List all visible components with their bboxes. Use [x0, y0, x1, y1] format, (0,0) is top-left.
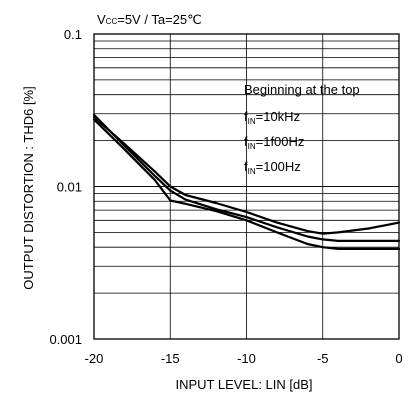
y-tick-label: 0.001 — [49, 332, 82, 347]
annotation-entry-3: fIN=100Hz — [244, 159, 301, 176]
plot-frame — [93, 33, 400, 340]
y-axis-label: OUTPUT DISTORTION : THD6 [%] — [21, 86, 36, 289]
series-line-2 — [92, 113, 401, 242]
annotation-entry-2: fIN=1f00Hz — [244, 134, 304, 151]
x-tick-label: 0 — [395, 351, 402, 366]
series — [92, 113, 401, 250]
series-line-3 — [92, 118, 401, 250]
series-line-1 — [92, 115, 401, 235]
x-tick-label: -10 — [237, 351, 256, 366]
legend-annotation: Beginning at the top fIN=10kHz fIN=1f00H… — [244, 82, 360, 176]
grid — [93, 33, 400, 340]
x-tick-label: -20 — [85, 351, 104, 366]
x-axis-label: INPUT LEVEL: LIN [dB] — [175, 377, 312, 392]
y-tick-label: 0.01 — [57, 180, 82, 195]
tick-labels: -20 -15 -10 -5 0 0.1 0.01 0.001 — [49, 27, 402, 366]
annotation-entry-1: fIN=10kHz — [244, 109, 300, 126]
annotation-heading: Beginning at the top — [244, 82, 360, 97]
chart-title-subscript: CC — [106, 17, 118, 26]
x-tick-label: -15 — [161, 351, 180, 366]
x-tick-label: -5 — [317, 351, 329, 366]
chart-title: VCC=5V / Ta=25℃ — [97, 12, 202, 27]
y-tick-label: 0.1 — [64, 27, 82, 42]
